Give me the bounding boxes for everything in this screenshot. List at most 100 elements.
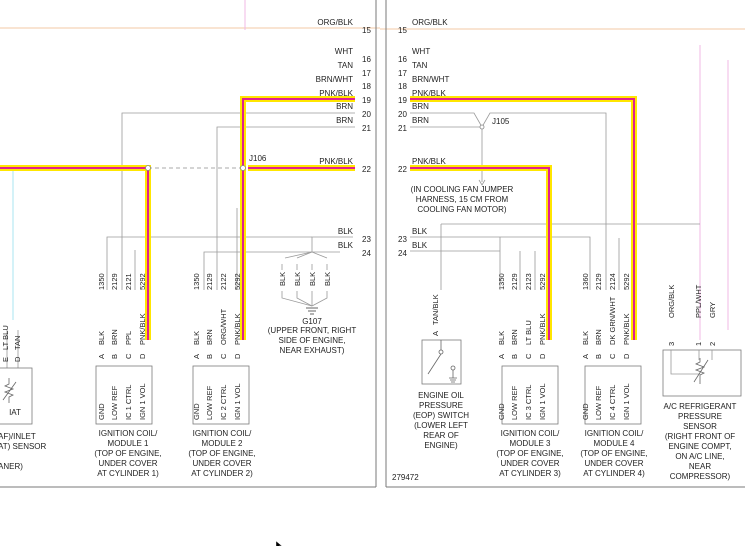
pin-letter: D xyxy=(622,353,631,359)
left-highlight-circuit xyxy=(0,96,355,340)
pin-number: 24 xyxy=(398,249,407,258)
thermistor-icon xyxy=(3,378,15,403)
ignition-coil-module: 1350 BLK A 2129 BRN B 2122 ORG/WHT C 5292 PNK/BLK D… xyxy=(188,273,255,478)
pin-label: WHT xyxy=(335,47,353,56)
coil-pin-function: LOW REF xyxy=(510,385,519,420)
pin-number: 17 xyxy=(398,69,407,78)
pin-label: TAN xyxy=(412,61,428,70)
coil-pin-function: LOW REF xyxy=(110,385,119,420)
ground-wire-label: BLK xyxy=(308,272,317,286)
coil-module-box xyxy=(192,365,250,425)
circuit-number: 2124 xyxy=(608,273,617,290)
pin-number: 20 xyxy=(398,110,407,119)
pin-number: 17 xyxy=(362,69,371,78)
pin-label: PNK/BLK xyxy=(319,157,353,166)
ground-name: G107 xyxy=(302,317,322,326)
coil-caption-line: UNDER COVER xyxy=(98,459,157,468)
pin-number: 15 xyxy=(398,26,407,35)
circuit-number: 1350 xyxy=(192,273,201,290)
svg-text:E: E xyxy=(1,357,10,362)
pin-letter: A xyxy=(97,354,106,359)
coil-caption-line: UNDER COVER xyxy=(500,459,559,468)
ignition-coil-module: 1350 BLK A 2129 BRN B 2121 PPL C 5292 PNK/BLK D GND L… xyxy=(94,273,161,478)
svg-text:ENGINE COMPT,: ENGINE COMPT, xyxy=(668,442,731,451)
coil-module-box xyxy=(501,365,559,425)
coil-caption-line: UNDER COVER xyxy=(192,459,251,468)
coil-module-box xyxy=(584,365,642,425)
pin-label: BRN xyxy=(336,102,353,111)
coil-pin-function: GND xyxy=(497,403,506,420)
ignition-coils: 1350 BLK A 2129 BRN B 2121 PPL C 5292 PNK/BLK D GND L… xyxy=(94,273,647,478)
coil-caption-line: IGNITION COIL/ xyxy=(193,429,252,438)
svg-text:LT BLU: LT BLU xyxy=(1,325,10,350)
circuit-number: 5292 xyxy=(538,273,547,290)
pin-letter: C xyxy=(124,353,133,359)
pin-letter: D xyxy=(538,353,547,359)
pin-letter: B xyxy=(510,354,519,359)
circuit-number: 5292 xyxy=(233,273,242,290)
pin-number: 16 xyxy=(362,55,371,64)
pin-label: BRN xyxy=(336,116,353,125)
wire-color-label: BLK xyxy=(497,331,506,345)
svg-text:(EOP) SWITCH: (EOP) SWITCH xyxy=(413,411,469,420)
svg-text:HARNESS, 15 CM FROM: HARNESS, 15 CM FROM xyxy=(416,195,509,204)
wire-color-label: BLK xyxy=(192,331,201,345)
coil-caption-line: MODULE 4 xyxy=(594,439,635,448)
pin-label: BRN/WHT xyxy=(412,75,449,84)
pin-letter: A xyxy=(581,354,590,359)
page-number: 279472 xyxy=(392,473,419,482)
pin-number: 20 xyxy=(362,110,371,119)
circuit-number: 5292 xyxy=(138,273,147,290)
pin-letter: B xyxy=(594,354,603,359)
pin-number: 19 xyxy=(398,96,407,105)
coil-pin-function: GND xyxy=(581,403,590,420)
page-border-guides xyxy=(0,0,745,340)
pin-number: 18 xyxy=(362,82,371,91)
svg-text:PRESSURE: PRESSURE xyxy=(678,412,722,421)
circuit-number: 1360 xyxy=(581,273,590,290)
coil-caption-line: IGNITION COIL/ xyxy=(501,429,560,438)
pin-label: PNK/BLK xyxy=(319,89,353,98)
svg-text:(LOWER LEFT: (LOWER LEFT xyxy=(414,421,468,430)
pin-label: BLK xyxy=(412,227,428,236)
wire-color-label: PNK/BLK xyxy=(622,313,631,345)
wire-color-label: DK GRN/WHT xyxy=(608,296,617,345)
pin-letter: A xyxy=(192,354,201,359)
circuit-number: 2129 xyxy=(510,273,519,290)
pin-label: BLK xyxy=(338,227,354,236)
svg-text:A/C REFRIGERANT: A/C REFRIGERANT xyxy=(664,402,737,411)
svg-text:AT) SENSOR: AT) SENSOR xyxy=(0,442,47,451)
right-connector-pins: 15 ORG/BLK 16 WHT 17 TAN 18 BRN/WHT 19 P… xyxy=(398,18,449,258)
svg-text:2: 2 xyxy=(708,342,717,346)
pin-label: BRN/WHT xyxy=(316,75,353,84)
svg-text:REAR OF: REAR OF xyxy=(423,431,459,440)
pin-letter: C xyxy=(608,353,617,359)
pin-label: TAN xyxy=(338,61,354,70)
svg-text:ENGINE OIL: ENGINE OIL xyxy=(418,391,464,400)
svg-text:ENGINE): ENGINE) xyxy=(424,441,458,450)
pin-label: BRN xyxy=(412,102,429,111)
svg-text:(UPPER FRONT, RIGHT: (UPPER FRONT, RIGHT xyxy=(268,326,357,335)
wire-color-label: BRN xyxy=(110,329,119,345)
iat-sensor: LT BLU TAN E D IAT AF)/INLET AT) SENSOR … xyxy=(0,325,47,471)
ground-wire-label: BLK xyxy=(323,272,332,286)
ground-icon xyxy=(449,370,457,383)
pin-number: 21 xyxy=(362,124,371,133)
svg-text:ANER): ANER) xyxy=(0,462,23,471)
pin-label: ORG/BLK xyxy=(412,18,448,27)
pin-number: 23 xyxy=(362,235,371,244)
pin-letter: B xyxy=(110,354,119,359)
splice-j105: J105 (IN COOLING FAN JUMPER HARNESS, 15 … xyxy=(411,117,514,214)
pin-label: ORG/BLK xyxy=(317,18,353,27)
coil-pin-function: GND xyxy=(192,403,201,420)
right-wires xyxy=(410,112,700,290)
coil-pin-function: IC 2 CTRL xyxy=(219,385,228,420)
svg-text:AF)/INLET: AF)/INLET xyxy=(0,432,36,441)
pin-letter: D xyxy=(233,353,242,359)
coil-pin-function: IC 3 CTRL xyxy=(524,385,533,420)
left-connector-pins: ORG/BLK 15 WHT 16 TAN 17 BRN/WHT 18 PNK/… xyxy=(316,18,372,258)
pin-label: BLK xyxy=(412,241,428,250)
splice-label-j106: J106 xyxy=(249,154,267,163)
ground-g107: BLK BLK BLK BLK G107 (UPPER FRONT, RIGHT… xyxy=(268,272,357,355)
